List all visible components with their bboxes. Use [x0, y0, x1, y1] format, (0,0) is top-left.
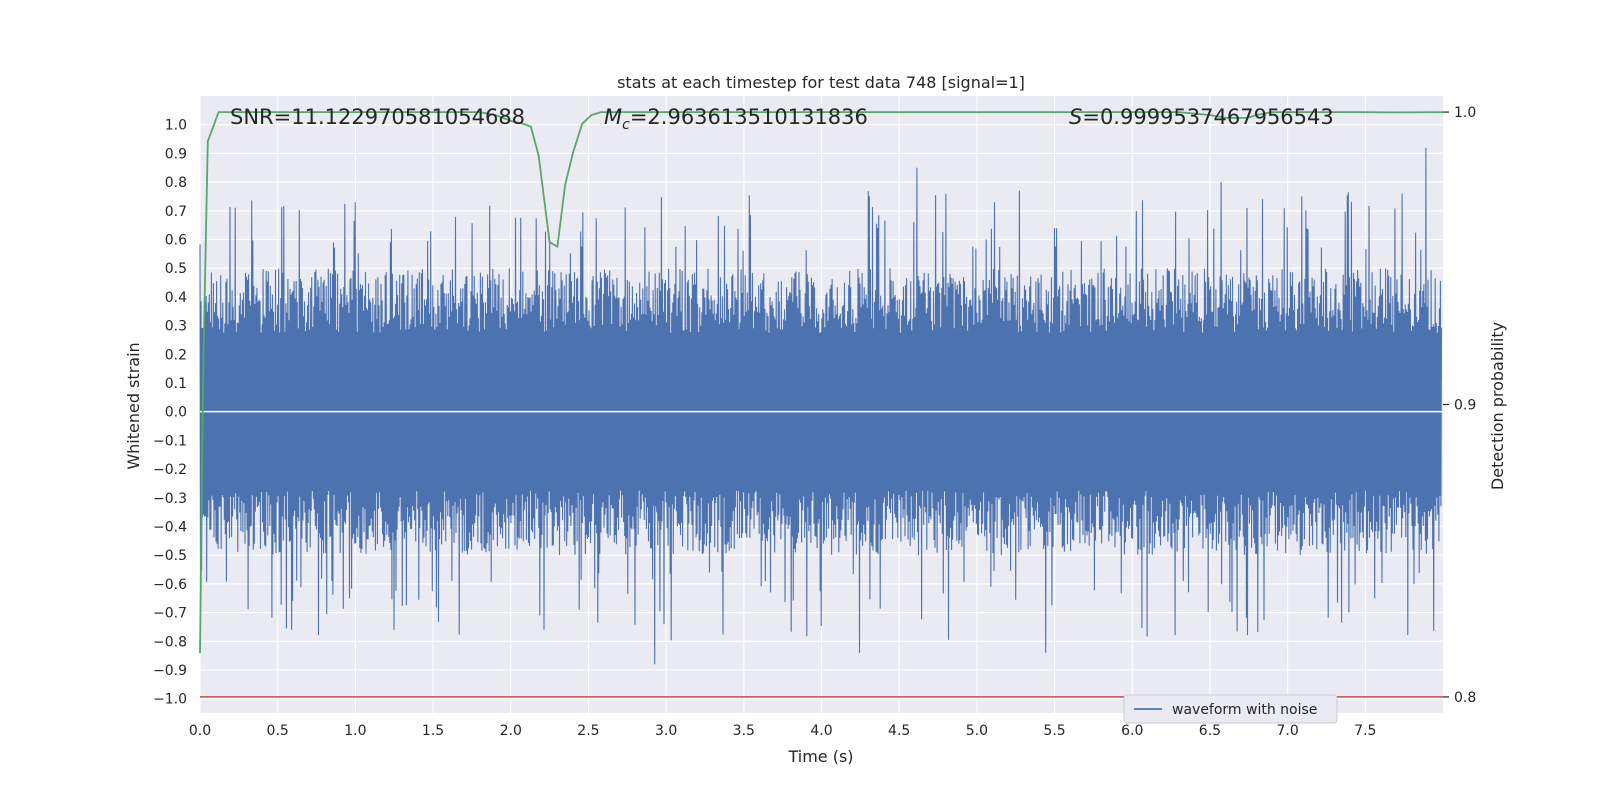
- significance-symbol: S: [1069, 105, 1082, 129]
- x-tick-label: 7.5: [1354, 723, 1376, 739]
- y-axis-label: Whitened strain: [124, 342, 143, 469]
- waveform-with-noise-line: [199, 147, 1442, 665]
- x-tick-label: 3.0: [655, 723, 677, 739]
- chirp-mass-value: =2.963613510131836: [630, 105, 868, 129]
- y-tick-label: −0.6: [153, 577, 187, 593]
- y-tick-label: −0.2: [153, 462, 187, 478]
- y-tick-label: −0.1: [153, 433, 187, 449]
- x-tick-label: 0.0: [189, 723, 211, 739]
- x-axis-label: Time (s): [787, 747, 853, 766]
- x-tick-label: 4.0: [810, 723, 832, 739]
- legend: waveform with noise: [1123, 694, 1338, 724]
- y-tick-label: 0.6: [165, 232, 187, 248]
- y-axis-right-ticks: 1.0 0.9 0.8: [1443, 105, 1476, 706]
- chirp-mass-subscript: c: [622, 117, 630, 133]
- y-tick-label: 1.0: [165, 118, 187, 134]
- y-tick-label: 0.5: [165, 261, 187, 277]
- y-tick-label: 0.9: [165, 146, 187, 162]
- x-tick-label: 4.5: [888, 723, 910, 739]
- chirp-mass-symbol: M: [604, 105, 622, 129]
- chirp-mass-annotation: Mc=2.963613510131836: [604, 105, 868, 133]
- significance-value: =0.9999537467956543: [1082, 105, 1333, 129]
- legend-label: waveform with noise: [1172, 702, 1317, 718]
- y-tick-label: 0.2: [165, 347, 187, 363]
- x-tick-label: 5.5: [1043, 723, 1065, 739]
- y-tick-label: 0.4: [165, 290, 187, 306]
- detection-probability-series: [199, 111, 1444, 654]
- chart-title: stats at each timestep for test data 748…: [617, 73, 1025, 92]
- y-tick-label: −0.5: [153, 548, 187, 564]
- y-tick-label: −0.3: [153, 491, 187, 507]
- y-tick-label: 0.1: [165, 376, 187, 392]
- y-tick-label: 0.7: [165, 204, 187, 220]
- waveform-with-noise-series: [199, 147, 1442, 665]
- x-tick-label: 1.5: [422, 723, 444, 739]
- x-tick-label: 5.0: [966, 723, 988, 739]
- x-tick-label: 0.5: [267, 723, 289, 739]
- y-right-tick-label: 1.0: [1454, 105, 1476, 121]
- x-tick-label: 6.0: [1121, 723, 1143, 739]
- x-tick-label: 1.0: [344, 723, 366, 739]
- y-tick-label: 0.8: [165, 175, 187, 191]
- x-tick-label: 2.5: [577, 723, 599, 739]
- y-tick-label: −1.0: [153, 692, 187, 708]
- y-tick-label: −0.7: [153, 606, 187, 622]
- y-right-tick-label: 0.8: [1454, 690, 1476, 706]
- y-axis-ticks: 1.0 0.9 0.8 0.7 0.6 0.5 0.4 0.3 0.2 0.1 0.0 −0.1 −0.…: [153, 118, 187, 708]
- legend-box: [1123, 694, 1338, 724]
- y-tick-label: −0.4: [153, 519, 187, 535]
- y-tick-label: −0.9: [153, 663, 187, 679]
- x-tick-label: 7.0: [1276, 723, 1298, 739]
- x-axis-ticks: 0.0 0.5 1.0 1.5 2.0 2.5 3.0 3.5 4.0 4.5 5.0 5.5 6.0 6…: [189, 723, 1377, 739]
- y-tick-label: −0.8: [153, 634, 187, 650]
- y-right-tick-label: 0.9: [1454, 398, 1476, 414]
- x-tick-label: 2.0: [500, 723, 522, 739]
- x-tick-label: 3.5: [733, 723, 755, 739]
- x-tick-label: 6.5: [1199, 723, 1221, 739]
- y-tick-label: 0.0: [165, 405, 187, 421]
- y-axis-right-label: Detection probability: [1488, 322, 1507, 490]
- significance-annotation: S=0.9999537467956543: [1069, 105, 1334, 129]
- snr-annotation: SNR=11.122970581054688: [230, 105, 525, 129]
- y-tick-label: 0.3: [165, 319, 187, 335]
